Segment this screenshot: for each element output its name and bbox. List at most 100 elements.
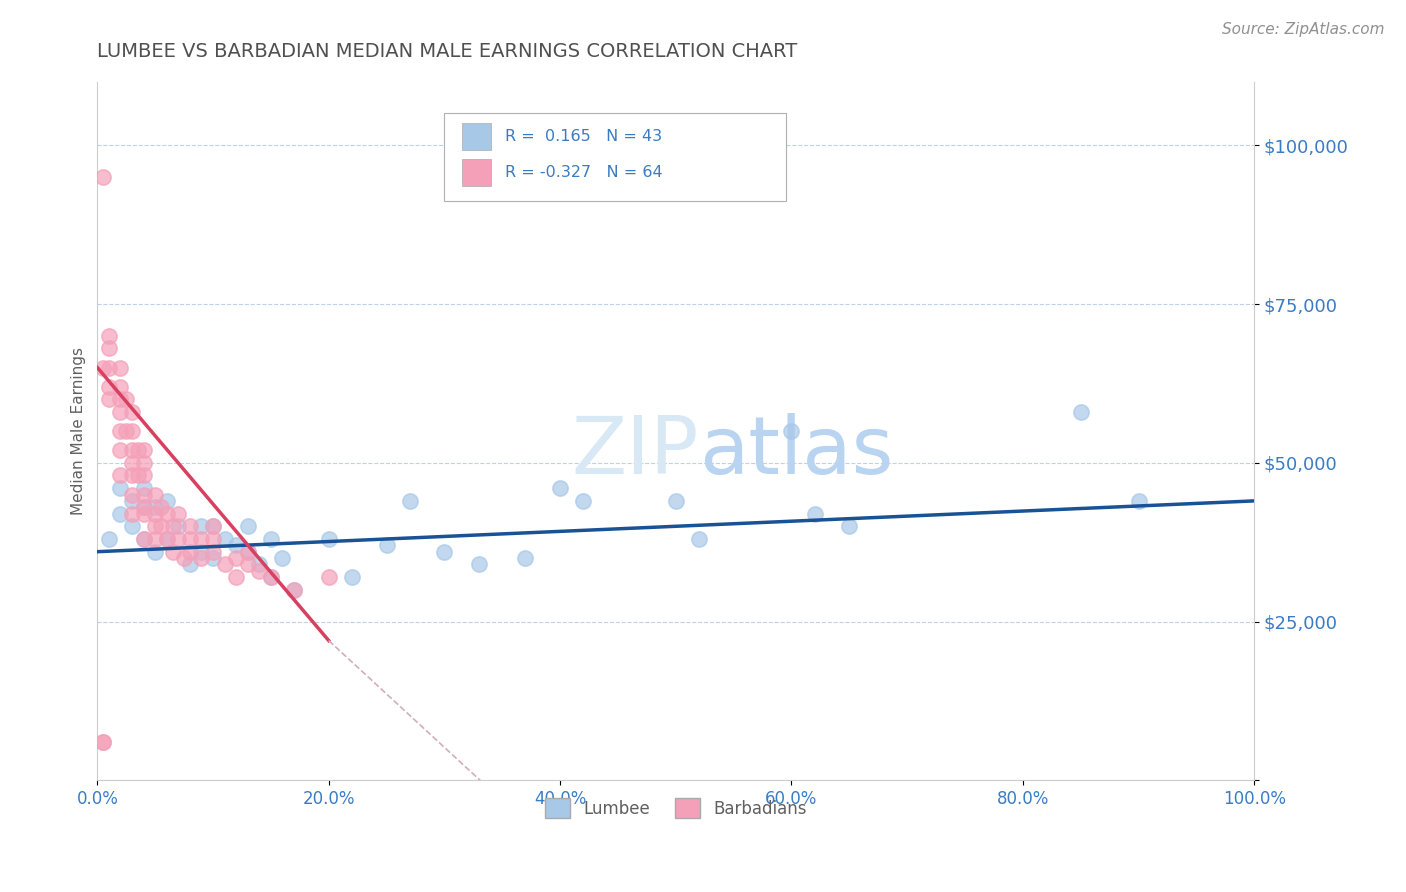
Point [156,507,179,521]
Point [121,507,143,521]
Point [110,405,132,419]
Point [179,519,201,533]
Point [132,443,155,458]
Point [97,379,120,393]
Point [121,405,143,419]
Point [236,544,259,558]
Point [162,544,184,558]
Point [202,519,225,533]
Point [110,507,132,521]
Point [132,481,155,495]
Point [375,538,398,552]
Point [132,500,155,515]
Point [202,532,225,546]
Point [214,532,236,546]
Point [91,735,114,749]
Point [214,558,236,572]
Point [780,424,803,438]
Point [132,487,155,501]
Point [149,519,172,533]
Point [121,487,143,501]
Point [91,360,114,375]
Point [468,558,491,572]
Point [121,443,143,458]
Point [143,487,166,501]
Point [97,360,120,375]
Point [688,532,710,546]
Point [340,570,363,584]
Point [156,532,179,546]
Point [110,360,132,375]
Point [225,551,247,566]
Point [515,551,537,566]
Point [110,443,132,458]
Point [548,481,571,495]
Point [1070,405,1092,419]
Point [202,544,225,558]
Y-axis label: Median Male Earnings: Median Male Earnings [72,347,86,515]
Text: atlas: atlas [699,413,893,491]
Legend: Lumbee, Barbadians: Lumbee, Barbadians [538,792,814,824]
Point [247,558,270,572]
Point [236,544,259,558]
Point [190,544,212,558]
Point [433,544,456,558]
Point [121,468,143,483]
Point [398,494,420,508]
Point [110,392,132,407]
Point [97,392,120,407]
Point [236,558,259,572]
Point [132,456,155,470]
Point [318,532,340,546]
Point [179,558,201,572]
Text: R =  0.165   N = 43: R = 0.165 N = 43 [505,128,662,144]
Point [179,532,201,546]
Point [173,551,195,566]
Point [202,519,225,533]
Point [132,500,155,515]
Point [97,328,120,343]
Text: LUMBEE VS BARBADIAN MEDIAN MALE EARNINGS CORRELATION CHART: LUMBEE VS BARBADIAN MEDIAN MALE EARNINGS… [97,42,797,61]
Point [236,519,259,533]
Point [838,519,860,533]
Point [179,544,201,558]
Point [127,443,149,458]
Point [132,468,155,483]
Point [156,532,179,546]
Point [190,519,212,533]
Point [110,379,132,393]
Point [162,519,184,533]
Point [1128,494,1150,508]
Point [167,519,190,533]
Text: R = -0.327   N = 64: R = -0.327 N = 64 [505,165,662,180]
Point [225,570,247,584]
Point [283,582,305,597]
FancyBboxPatch shape [444,113,786,201]
Point [115,392,138,407]
Point [121,519,143,533]
Point [91,169,114,184]
Point [167,532,190,546]
Point [110,481,132,495]
Point [143,507,166,521]
Point [132,532,155,546]
Point [110,468,132,483]
Point [803,507,825,521]
Point [247,564,270,578]
Point [143,519,166,533]
Point [91,735,114,749]
Point [283,582,305,597]
Point [190,551,212,566]
Point [260,570,283,584]
Point [121,424,143,438]
Point [143,544,166,558]
FancyBboxPatch shape [461,160,491,186]
Point [202,551,225,566]
Point [97,532,120,546]
Point [318,570,340,584]
Point [167,507,190,521]
Point [143,500,166,515]
Point [190,532,212,546]
Point [132,532,155,546]
Point [121,456,143,470]
